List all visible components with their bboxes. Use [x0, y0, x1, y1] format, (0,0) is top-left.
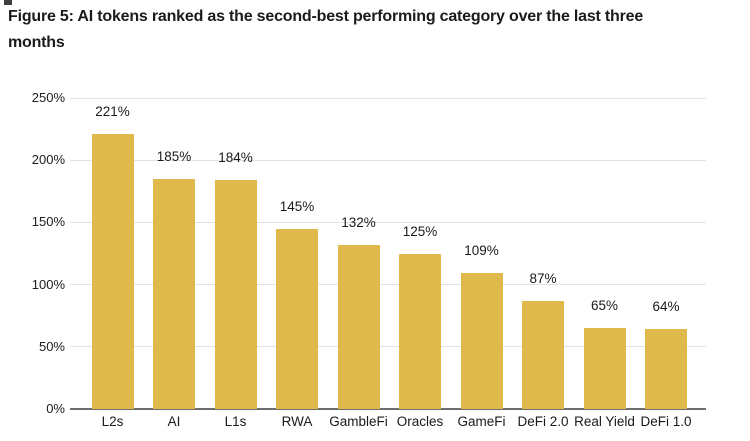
bar-ai: [153, 178, 195, 409]
bar-l1s: [214, 180, 257, 409]
bar-value-label: 221%: [95, 104, 130, 120]
x-category-label: GameFi: [457, 414, 506, 429]
gridline-100: [70, 284, 706, 286]
y-tick-label: 0%: [46, 401, 65, 416]
plot-area: 221% 185% 184% 145% 132% 125% 109% 87% 65% 64%: [70, 97, 706, 410]
x-category-label: Real Yield: [574, 414, 635, 429]
bar-chart: 0% 50% 100% 150% 200% 250% 221% 185% 184% 145% 13…: [0, 60, 750, 441]
figure-title-line1: Figure 5: AI tokens ranked as the second…: [8, 8, 644, 25]
bar-rwa: [276, 228, 318, 409]
bar-value-label: 132%: [341, 214, 376, 230]
bar-value-label: 185%: [156, 148, 192, 164]
x-category-label: AI: [167, 414, 181, 429]
y-tick-label: 150%: [31, 214, 65, 230]
bar-gamefi: [460, 273, 503, 409]
bar-defi-1-0: [645, 329, 687, 409]
x-axis-line: [70, 408, 706, 410]
x-category-label: DeFi 1.0: [640, 414, 692, 429]
bar-value-label: 109%: [464, 243, 499, 259]
x-category-label: Oracles: [396, 414, 444, 429]
gridline-50: [70, 346, 706, 348]
bar-value-label: 125%: [402, 223, 438, 239]
gridline-250: [70, 97, 706, 99]
y-tick-label: 200%: [31, 152, 65, 168]
bar-value-label: 65%: [590, 298, 619, 314]
figure-title: Figure 5: AI tokens ranked as the second…: [8, 4, 746, 56]
x-category-label: L2s: [101, 414, 124, 429]
y-tick-label: 50%: [38, 338, 65, 354]
bar-value-label: 184%: [218, 150, 253, 166]
x-category-label: DeFi 2.0: [517, 414, 569, 429]
x-category-label: GambleFi: [329, 414, 388, 429]
figure-title-line2: months: [8, 34, 65, 51]
y-tick-label: 250%: [31, 90, 65, 105]
bar-value-label: 145%: [279, 198, 315, 214]
bar-oracles: [399, 253, 441, 409]
x-category-label: RWA: [281, 414, 313, 429]
screen-corner-artifact: [4, 0, 12, 5]
x-category-label: L1s: [224, 414, 247, 429]
gridline-150: [70, 221, 706, 223]
bar-value-label: 87%: [529, 270, 557, 286]
bar-value-label: 64%: [652, 299, 680, 315]
bar-gamblefi: [337, 244, 380, 409]
bar-defi-2-0: [522, 300, 564, 409]
y-tick-label: 100%: [31, 276, 65, 292]
gridline-200: [70, 159, 706, 161]
bar-l2s: [91, 134, 134, 409]
bar-real-yield: [583, 328, 626, 409]
